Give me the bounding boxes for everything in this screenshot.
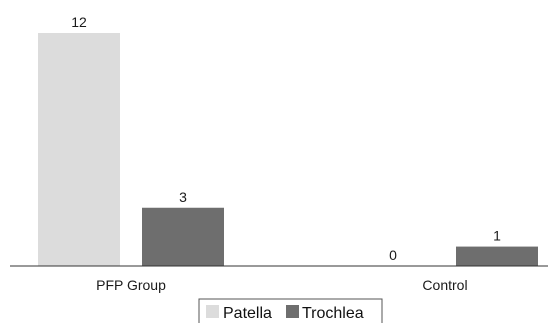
bars-layer: [38, 33, 538, 266]
data-label-patella-control: 0: [389, 247, 397, 263]
legend-label-patella: Patella: [223, 305, 272, 322]
category-label-pfp-group: PFP Group: [96, 277, 166, 293]
data-labels-layer: 12 3 0 1: [71, 14, 501, 263]
legend: Patella Trochlea: [198, 298, 383, 323]
legend-label-trochlea: Trochlea: [302, 305, 364, 322]
legend-swatch-patella: [206, 305, 219, 318]
data-label-trochlea-control: 1: [493, 228, 501, 244]
bar-trochlea-pfp-group: [142, 207, 224, 266]
legend-swatch-trochlea: [286, 305, 299, 318]
bar-patella-pfp-group: [38, 33, 120, 266]
data-label-trochlea-pfp-group: 3: [179, 189, 187, 205]
bar-trochlea-control: [456, 246, 538, 266]
category-labels-layer: PFP Group Control: [96, 277, 467, 293]
category-label-control: Control: [422, 277, 467, 293]
data-label-patella-pfp-group: 12: [71, 14, 87, 30]
